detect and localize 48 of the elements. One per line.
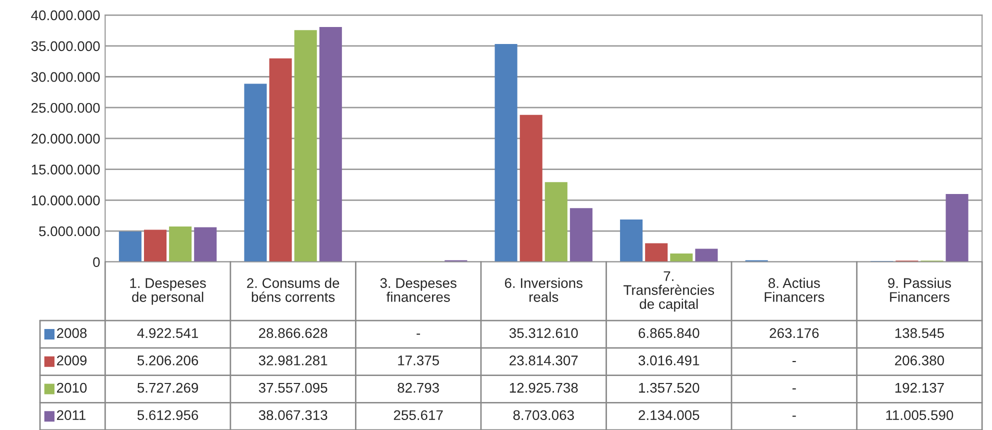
data-label: 28.866.628 (259, 328, 328, 338)
data-label: 6.865.840 (638, 328, 700, 338)
x-tick-label: 3. Despeses financeres (380, 278, 456, 302)
x-tick-label: 8. Actius Financers (764, 278, 824, 302)
text: - (792, 360, 796, 362)
data-label: 82.793 (398, 382, 439, 393)
data-label: 37.557.095 (258, 382, 328, 393)
data-label: 3.016.491 (638, 356, 700, 366)
legend-label: 2008 (56, 328, 87, 338)
y-tick-label: 30.000.000 (31, 72, 100, 82)
y-tick-label: 10.000.000 (32, 196, 100, 206)
legend-label: 2010 (56, 382, 87, 393)
x-tick-label: 2. Consums de béns corrents (247, 278, 340, 302)
data-label: 4.922.541 (137, 328, 198, 338)
data-label: 192.137 (895, 382, 944, 393)
data-label: 23.814.307 (510, 356, 578, 366)
data-label: 2.134.005 (638, 410, 700, 420)
text: - (792, 388, 796, 390)
legend-label: 2011 (56, 410, 86, 420)
data-label: 38.067.313 (258, 410, 328, 420)
x-tick-label: 6. Inversions reals (504, 278, 582, 302)
x-tick-label: 7. Transferències de capital (624, 271, 714, 312)
y-tick-label: 0 (93, 257, 100, 268)
y-tick-label: 5.000.000 (39, 226, 100, 236)
y-tick-label: 40.000.000 (31, 10, 100, 20)
x-tick-label: 9. Passius Financers (888, 278, 951, 302)
data-label: 12.925.738 (510, 382, 578, 393)
legend-label: 2009 (56, 356, 87, 366)
data-label: 5.206.206 (137, 356, 198, 366)
data-label: 35.312.610 (509, 328, 578, 338)
data-label: 17.375 (398, 356, 439, 366)
text: - (792, 416, 796, 417)
data-label: 255.617 (394, 410, 443, 420)
x-tick-label: 1. Despeses de personal (130, 278, 206, 305)
y-tick-label: 35.000.000 (31, 41, 100, 52)
text: - (416, 334, 420, 335)
data-label: 32.981.281 (258, 356, 328, 366)
data-label: 5.612.956 (137, 410, 198, 420)
data-label: 8.703.063 (513, 410, 574, 420)
data-label: 206.380 (895, 356, 944, 366)
data-label: 138.545 (895, 328, 944, 338)
data-label: 11.005.590 (886, 410, 954, 420)
data-label: 1.357.520 (639, 382, 700, 393)
y-tick-label: 15.000.000 (32, 164, 100, 174)
data-label: 263.176 (770, 328, 819, 338)
y-tick-label: 20.000.000 (31, 134, 100, 144)
data-label: 5.727.269 (137, 382, 198, 393)
y-tick-label: 25.000.000 (31, 102, 100, 113)
